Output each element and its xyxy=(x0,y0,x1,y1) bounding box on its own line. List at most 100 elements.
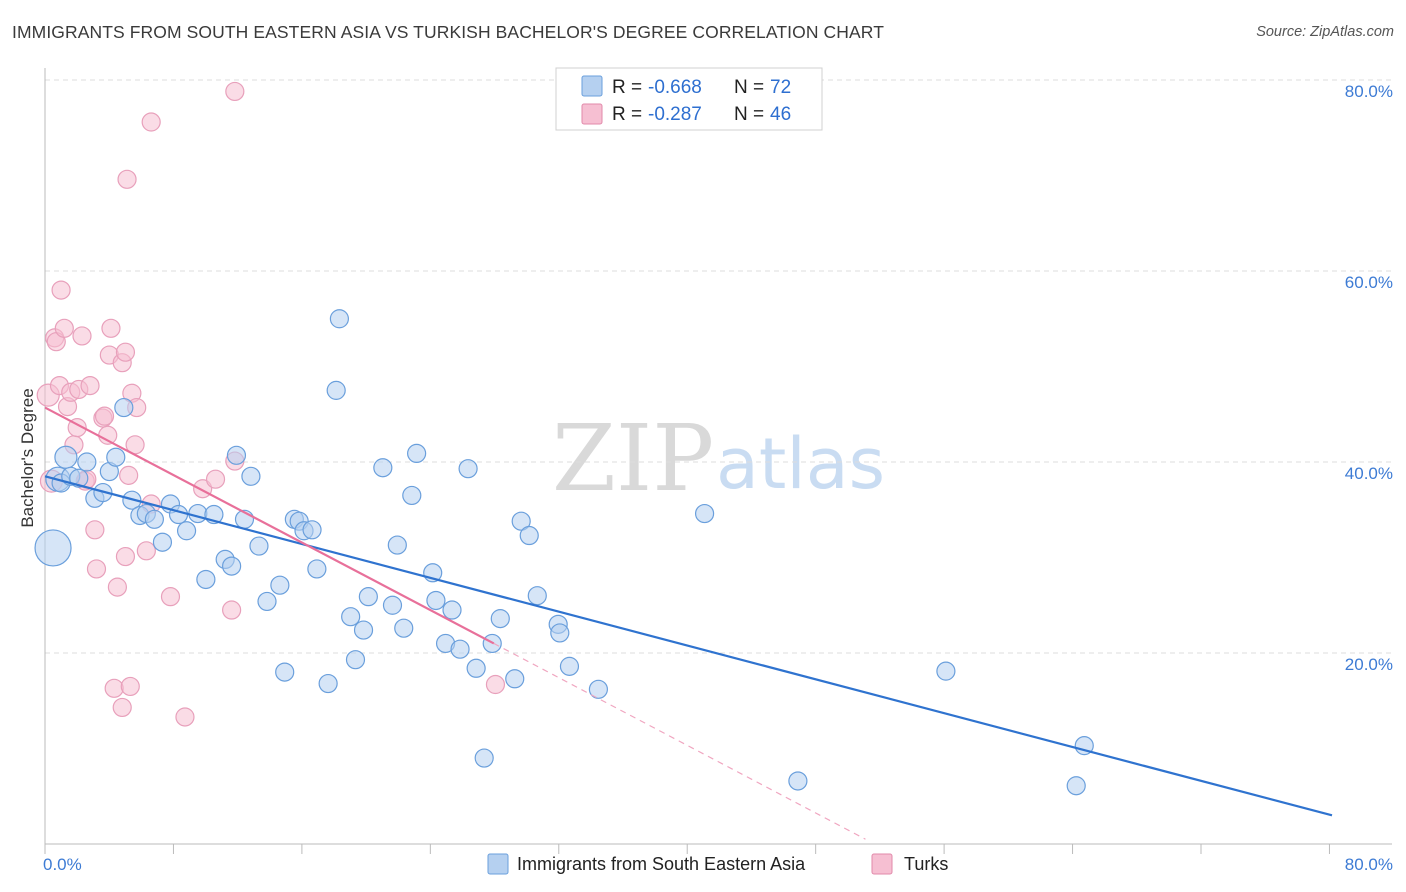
data-point xyxy=(101,318,121,338)
data-point xyxy=(387,535,407,555)
data-point xyxy=(559,656,580,676)
y-tick-label: 20.0% xyxy=(1345,655,1393,674)
data-point xyxy=(373,458,393,478)
data-point xyxy=(114,397,134,418)
data-point xyxy=(1074,736,1094,756)
data-point xyxy=(341,607,361,627)
data-point xyxy=(188,503,208,524)
data-point xyxy=(54,445,78,469)
data-point xyxy=(345,650,366,670)
legend-r-value-blue: -0.668 xyxy=(648,77,702,98)
data-point xyxy=(382,595,403,615)
data-point xyxy=(550,623,570,643)
data-point xyxy=(788,771,808,791)
legend-r-label-blue: R = xyxy=(612,77,642,98)
data-point xyxy=(222,556,242,576)
data-point xyxy=(120,676,140,697)
data-point xyxy=(1066,776,1086,796)
data-point xyxy=(270,575,290,595)
data-point xyxy=(302,520,322,540)
data-point xyxy=(353,620,374,640)
legend-n-value-blue: 72 xyxy=(770,77,791,98)
data-point xyxy=(107,577,127,597)
y-tick-label: 40.0% xyxy=(1345,464,1393,483)
data-point xyxy=(474,748,494,768)
data-point xyxy=(936,661,956,681)
series-legend: Immigrants from South Eastern Asia Turks xyxy=(487,853,948,875)
gridlines xyxy=(45,79,1392,654)
watermark-atlas: atlas xyxy=(716,423,885,505)
data-point xyxy=(160,587,181,607)
legend-r-value-pink: -0.287 xyxy=(648,104,702,125)
chart-title: IMMIGRANTS FROM SOUTH EASTERN ASIA VS TU… xyxy=(12,22,884,42)
data-point xyxy=(394,618,414,638)
trend-line-turks-extension xyxy=(493,642,866,840)
watermark: ZIP atlas xyxy=(552,405,885,512)
legend-r-label-pink: R = xyxy=(612,104,642,125)
data-point xyxy=(442,600,462,620)
data-point xyxy=(490,609,510,629)
y-tick-labels: 20.0% 40.0% 60.0% 80.0% xyxy=(1345,82,1393,674)
data-point xyxy=(225,81,245,102)
data-point xyxy=(407,443,427,464)
data-point xyxy=(106,447,126,467)
data-point xyxy=(94,406,115,426)
data-point xyxy=(249,536,269,556)
data-point xyxy=(176,521,197,541)
data-point xyxy=(307,559,327,579)
data-point xyxy=(205,469,226,489)
data-point xyxy=(85,520,105,540)
series-turks-points xyxy=(36,81,506,727)
data-point xyxy=(69,468,89,488)
legend-n-label-blue: N = xyxy=(734,77,764,98)
x-tick-label: 80.0% xyxy=(1345,855,1393,874)
data-point xyxy=(54,318,74,338)
data-point xyxy=(196,569,216,590)
series-legend-swatch-turks xyxy=(871,853,893,875)
data-point xyxy=(141,112,161,132)
data-point xyxy=(450,639,470,659)
data-point xyxy=(115,342,136,362)
legend-n-value-pink: 46 xyxy=(770,104,791,125)
data-point xyxy=(77,452,97,472)
data-point xyxy=(505,669,525,689)
series-legend-label-turks: Turks xyxy=(904,854,948,874)
data-point xyxy=(511,511,531,531)
data-point xyxy=(222,600,242,620)
x-tick-label: 0.0% xyxy=(43,855,82,874)
data-point xyxy=(402,485,422,506)
data-point xyxy=(275,662,295,682)
stats-legend: R = -0.668 N = 72 R = -0.287 N = 46 xyxy=(555,67,823,131)
data-point xyxy=(329,309,350,329)
data-point xyxy=(485,674,506,695)
data-point xyxy=(318,673,338,694)
data-point xyxy=(168,504,189,525)
x-tick-labels: 0.0% 80.0% xyxy=(43,855,1393,874)
data-point xyxy=(86,559,107,579)
data-point xyxy=(588,679,609,699)
legend-swatch-blue xyxy=(581,75,603,97)
data-point xyxy=(175,707,195,727)
data-point xyxy=(144,509,164,529)
data-point xyxy=(136,541,156,561)
data-point xyxy=(426,590,446,611)
data-point xyxy=(112,697,132,718)
data-point xyxy=(72,326,92,346)
data-point xyxy=(104,678,124,698)
series-legend-swatch-sea xyxy=(487,853,509,875)
series-sea-points xyxy=(34,309,1094,796)
y-axis-label: Bachelor's Degree xyxy=(18,388,37,527)
trend-line-turks xyxy=(44,406,495,645)
data-point xyxy=(34,529,72,567)
data-point xyxy=(466,658,486,678)
y-tick-label: 80.0% xyxy=(1345,82,1393,101)
data-point xyxy=(257,591,277,612)
data-point xyxy=(80,376,100,396)
data-point xyxy=(527,586,547,606)
data-point xyxy=(519,525,539,546)
data-point xyxy=(115,546,136,567)
data-point xyxy=(152,532,173,552)
y-tick-label: 60.0% xyxy=(1345,273,1393,292)
data-point xyxy=(119,465,139,485)
